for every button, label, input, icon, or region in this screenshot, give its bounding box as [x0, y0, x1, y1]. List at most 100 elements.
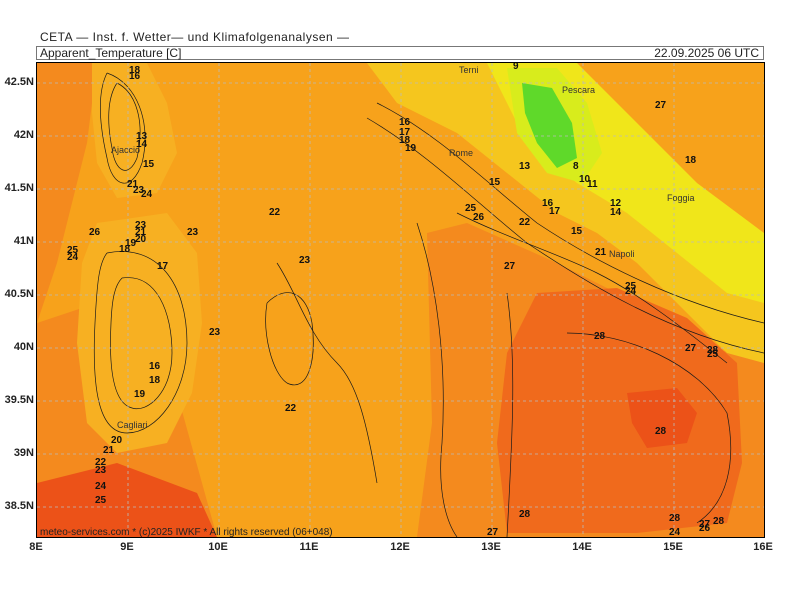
lon-label: 8E	[29, 541, 43, 553]
contour-label: 27	[699, 519, 711, 530]
contour-label: 27	[504, 261, 516, 272]
lon-label: 11E	[299, 541, 319, 553]
city-rome: Rome	[449, 148, 473, 158]
city-pescara: Pescara	[562, 85, 595, 95]
contour-label: 24	[669, 527, 681, 537]
city-terni: Terni	[459, 65, 479, 75]
apennine-belt	[367, 63, 764, 363]
contour-label: 15	[489, 177, 501, 188]
contour-label: 22	[269, 207, 281, 218]
contour-label: 25	[465, 203, 477, 214]
contour-label: 27	[685, 343, 697, 354]
isoline-corsica	[99, 72, 146, 184]
apennine-green	[522, 83, 577, 168]
contour-label: 11	[587, 179, 598, 190]
city-foggia: Foggia	[667, 193, 695, 203]
contour-label: 28	[519, 509, 531, 520]
contour-label: 13	[519, 161, 531, 172]
contour-label: 23	[135, 220, 147, 231]
field-sw-corner	[37, 463, 217, 537]
contour-label: 18	[399, 135, 411, 146]
lon-label: 9E	[120, 541, 134, 553]
contour-label: 20	[111, 435, 123, 446]
contour-label: 25	[707, 349, 719, 360]
contour-label: 16	[149, 361, 161, 372]
lat-label: 41.5N	[4, 182, 34, 194]
contour-label: 18	[685, 155, 697, 166]
contour-label: 24	[625, 286, 637, 297]
field-tyrrhenian-deep	[497, 288, 742, 533]
contour-label: 8	[573, 161, 579, 172]
lat-label: 38.5N	[4, 500, 34, 512]
lat-label: 42N	[13, 129, 34, 141]
contour-label: 12	[610, 198, 622, 209]
isolines	[93, 72, 764, 537]
graticule	[37, 63, 764, 537]
contour-label: 21	[127, 179, 139, 190]
contour-label: 24	[67, 252, 79, 263]
contour-label: 28	[655, 426, 667, 437]
lon-label: 15E	[663, 541, 683, 553]
contour-label: 23	[95, 465, 107, 476]
timestamp-label: 22.09.2025 06 UTC	[654, 46, 759, 60]
contour-label: 18	[119, 244, 131, 255]
isoline-27	[566, 332, 732, 524]
contour-label: 20	[135, 234, 147, 245]
contour-label: 23	[209, 327, 221, 338]
isoline-coast-1	[376, 102, 764, 324]
contour-label: 27	[487, 527, 499, 537]
contour-label: 28	[594, 331, 606, 342]
contour-label: 28	[707, 345, 719, 356]
contour-label: 28	[669, 513, 681, 524]
contour-label: 22	[95, 457, 107, 468]
contour-label: 13	[136, 131, 148, 142]
city-cagliari: Cagliari	[117, 420, 148, 430]
contour-labels: 18 16 13 14 15 21 23 24 26 25 24 23 21 2…	[67, 63, 725, 537]
contour-label: 16	[542, 198, 554, 209]
contour-label: 18	[129, 65, 141, 76]
map-title: CETA — Inst. f. Wetter— und Klimafolgena…	[40, 30, 350, 44]
contour-label: 26	[473, 212, 485, 223]
lat-label: 40N	[13, 341, 34, 353]
lat-label: 41N	[13, 235, 34, 247]
lon-label: 13E	[481, 541, 501, 553]
contour-label: 17	[399, 127, 411, 138]
corsica-area	[92, 63, 177, 198]
contour-label: 23	[299, 255, 311, 266]
lat-label: 39N	[13, 447, 34, 459]
subtitle-bar: Apparent_Temperature [C] 22.09.2025 06 U…	[36, 46, 764, 60]
contour-label: 24	[95, 481, 107, 492]
contour-label: 22	[285, 403, 297, 414]
contour-label: 21	[595, 247, 607, 258]
lat-label: 42.5N	[4, 76, 34, 88]
variable-label: Apparent_Temperature [C]	[40, 46, 182, 60]
contour-label: 15	[571, 226, 583, 237]
contour-label: 19	[405, 143, 417, 154]
isoline-25	[506, 292, 514, 537]
contour-label: 25	[95, 495, 107, 506]
temperature-map: Terni Pescara Ajaccio Rome Foggia Napoli…	[36, 62, 765, 538]
contour-label: 25	[67, 245, 79, 256]
contour-label: 19	[125, 238, 137, 249]
lon-label: 16E	[753, 541, 773, 553]
city-ajaccio: Ajaccio	[111, 145, 140, 155]
lon-label: 12E	[390, 541, 410, 553]
isoline-corsica-2	[108, 82, 141, 171]
contour-label: 17	[157, 261, 169, 272]
credit-line: meteo-services.com * (c)2025 IWKF * All …	[40, 527, 333, 538]
contour-label: 9	[513, 63, 519, 72]
contour-label: 25	[625, 281, 637, 292]
contour-label: 23	[133, 185, 145, 196]
lon-label: 14E	[572, 541, 592, 553]
contour-label: 27	[655, 100, 667, 111]
contour-label: 18	[149, 375, 161, 386]
contour-label: 10	[579, 174, 591, 185]
contour-label: 21	[103, 445, 115, 456]
city-napoli: Napoli	[609, 249, 635, 259]
lat-label: 39.5N	[4, 394, 34, 406]
contour-label: 15	[143, 159, 155, 170]
city-labels: Terni Pescara Ajaccio Rome Foggia Napoli…	[111, 65, 695, 430]
contour-label: 23	[187, 227, 199, 238]
contour-label: 16	[129, 71, 141, 82]
isoline-23	[265, 292, 314, 386]
